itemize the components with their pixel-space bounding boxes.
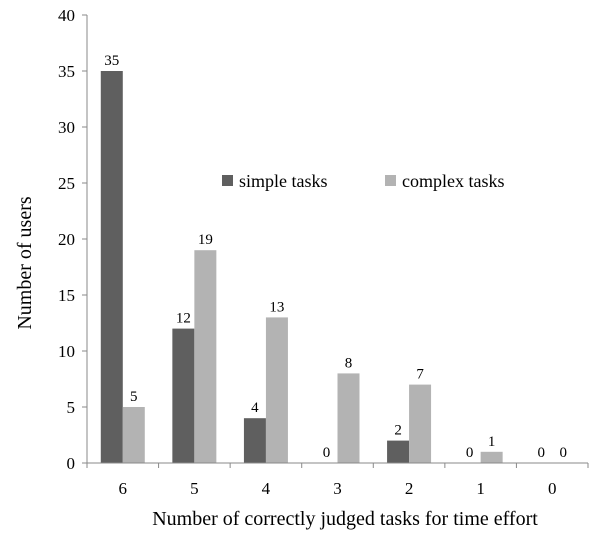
bar-complex-tasks-5: [194, 250, 217, 463]
y-tick-label-30: 30: [58, 118, 75, 137]
data-label-complex-tasks-4: 13: [269, 299, 284, 315]
x-tick-label-4: 4: [262, 479, 271, 498]
data-label-simple-tasks-4: 4: [251, 400, 259, 416]
legend: simple tasks complex tasks: [222, 171, 504, 191]
legend-label-simple-tasks: simple tasks: [239, 171, 328, 191]
x-tick-label-3: 3: [333, 479, 342, 498]
data-label-complex-tasks-0: 0: [559, 445, 567, 461]
bar-complex-tasks-1: [480, 451, 503, 463]
bar-complex-tasks-2: [409, 384, 432, 463]
data-label-simple-tasks-3: 0: [323, 445, 331, 461]
y-tick-label-10: 10: [58, 342, 75, 361]
y-tick-label-20: 20: [58, 230, 75, 249]
data-label-simple-tasks-0: 0: [537, 445, 545, 461]
x-tick-label-6: 6: [119, 479, 128, 498]
y-tick-label-35: 35: [58, 62, 75, 81]
x-axis-title: Number of correctly judged tasks for tim…: [152, 508, 538, 530]
data-label-complex-tasks-3: 8: [345, 355, 353, 371]
y-tick-label-0: 0: [67, 454, 76, 473]
y-tick-label-40: 40: [58, 6, 75, 25]
x-tick-label-2: 2: [405, 479, 414, 498]
y-tick-label-15: 15: [58, 286, 75, 305]
bar-simple-tasks-4: [243, 418, 266, 463]
bar-complex-tasks-6: [122, 407, 145, 463]
x-tick-label-1: 1: [476, 479, 485, 498]
bar-simple-tasks-2: [387, 440, 410, 463]
bar-simple-tasks-5: [172, 328, 195, 463]
bars-layer: [100, 71, 503, 463]
data-label-complex-tasks-2: 7: [416, 367, 424, 383]
data-label-complex-tasks-5: 19: [198, 232, 213, 248]
legend-label-complex-tasks: complex tasks: [402, 171, 504, 191]
y-tick-label-5: 5: [67, 398, 76, 417]
data-label-simple-tasks-1: 0: [466, 445, 474, 461]
data-label-complex-tasks-1: 1: [488, 434, 496, 450]
bar-complex-tasks-3: [337, 373, 360, 463]
legend-swatch-complex-tasks: [385, 175, 396, 186]
x-tick-label-5: 5: [190, 479, 199, 498]
bar-complex-tasks-4: [265, 317, 288, 463]
y-axis-title: Number of users: [14, 196, 36, 330]
data-label-simple-tasks-5: 12: [176, 311, 191, 327]
legend-swatch-simple-tasks: [222, 175, 233, 186]
data-label-simple-tasks-6: 35: [104, 53, 119, 69]
x-tick-label-0: 0: [548, 479, 557, 498]
data-label-simple-tasks-2: 2: [394, 423, 402, 439]
y-tick-label-25: 25: [58, 174, 75, 193]
data-label-complex-tasks-6: 5: [130, 389, 138, 405]
bar-simple-tasks-6: [100, 71, 123, 463]
